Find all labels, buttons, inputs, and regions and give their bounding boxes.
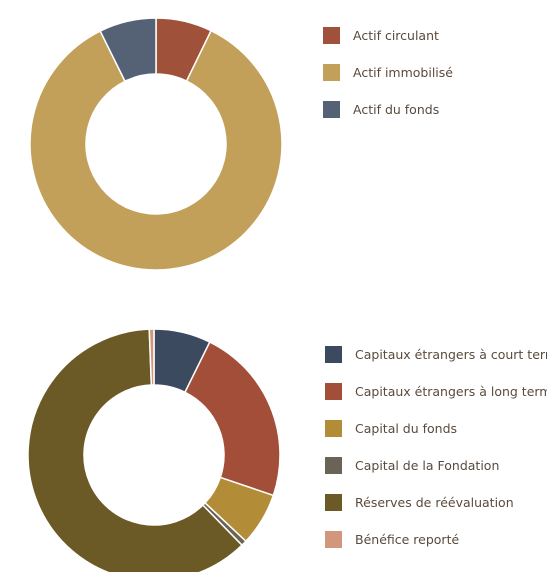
legend-swatch [323, 27, 340, 44]
legend-liabilities: Capitaux étrangers à court terme Capitaux… [325, 336, 547, 558]
legend-swatch [323, 101, 340, 118]
legend-label: Actif du fonds [353, 102, 440, 117]
legend-item-benefice-reporte: Bénéfice reporté [325, 521, 547, 558]
slice-capitaux-etrangers-a-long-terme [184, 341, 281, 497]
slice-benefice-reporte [148, 328, 155, 386]
donut-chart-assets [29, 17, 283, 271]
legend-label: Actif immobilisé [353, 65, 453, 80]
legend-item-capital-du-fonds: Capital du fonds [325, 410, 547, 447]
donut-chart-liabilities [27, 328, 281, 572]
legend-item-capital-de-la-fondation: Capital de la Fondation [325, 447, 547, 484]
legend-swatch [323, 64, 340, 81]
legend-assets: Actif circulant Actif immobilisé Actif du … [323, 17, 453, 128]
legend-label: Capital du fonds [355, 421, 458, 436]
legend-item-actif-du-fonds: Actif du fonds [323, 91, 453, 128]
legend-swatch [325, 531, 342, 548]
legend-label: Capitaux étrangers à long terme [355, 384, 547, 399]
legend-label: Actif circulant [353, 28, 439, 43]
legend-label: Capitaux étrangers à court terme [355, 347, 547, 362]
legend-item-reserves-de-reevaluation: Réserves de réévaluation [325, 484, 547, 521]
legend-item-capitaux-etrangers-a-court-terme: Capitaux étrangers à court terme [325, 336, 547, 373]
legend-swatch [325, 494, 342, 511]
legend-item-actif-immobilise: Actif immobilisé [323, 54, 453, 91]
legend-swatch [325, 457, 342, 474]
slice-actif-immobilise [29, 29, 283, 271]
legend-item-capitaux-etrangers-a-long-terme: Capitaux étrangers à long terme [325, 373, 547, 410]
legend-swatch [325, 420, 342, 437]
legend-item-actif-circulant: Actif circulant [323, 17, 453, 54]
legend-label: Capital de la Fondation [355, 458, 500, 473]
legend-label: Bénéfice reporté [355, 532, 460, 547]
legend-swatch [325, 383, 342, 400]
legend-swatch [325, 346, 342, 363]
legend-label: Réserves de réévaluation [355, 495, 514, 510]
slice-reserves-de-reevaluation [27, 328, 243, 572]
slice-actif-du-fonds [99, 17, 157, 82]
